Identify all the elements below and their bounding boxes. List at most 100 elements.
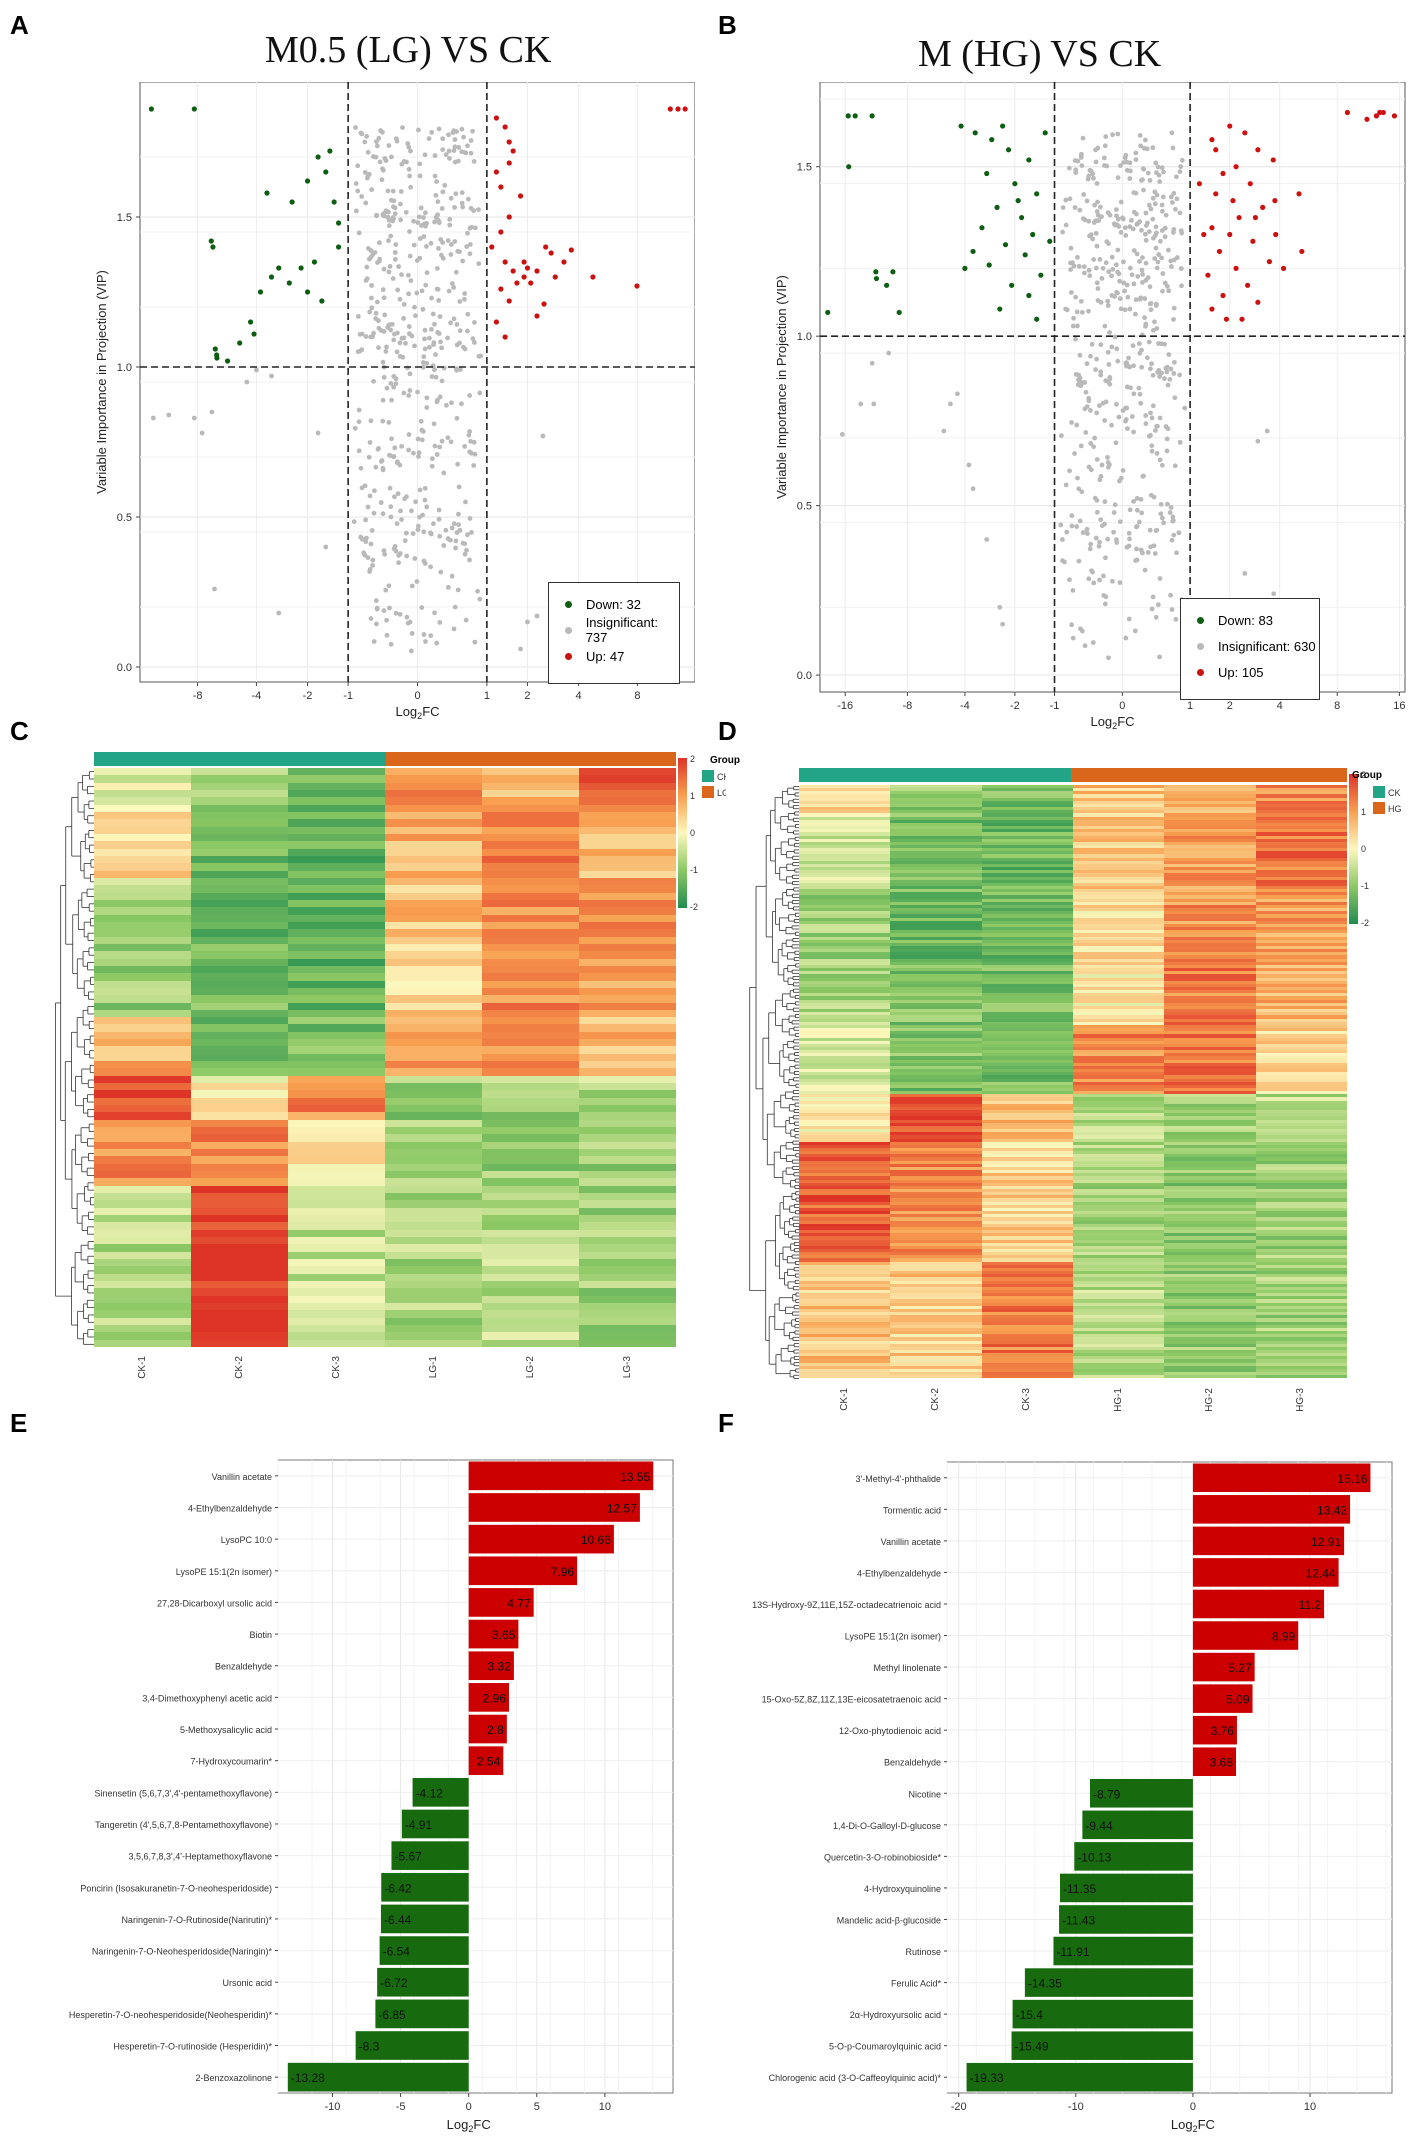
volcano-plot-b: 0.00.51.01.5-16 -8 -4 -2 -1 0 1 2 4 8 16Log2FCVari…: [774, 82, 1406, 731]
heatmap-row: [799, 1091, 1347, 1095]
heatmap-cell: [288, 1185, 385, 1194]
heatmap-cell: [799, 1046, 891, 1051]
heatmap-cell: [1072, 1002, 1165, 1006]
insignificant-point: [369, 295, 374, 301]
heatmap-cell: [1164, 882, 1256, 886]
insignificant-point: [1157, 179, 1163, 184]
heatmap-cell: [191, 782, 288, 790]
insignificant-point: [390, 215, 396, 221]
heatmap-cell: [799, 1236, 891, 1240]
heatmap-cell: [482, 1317, 579, 1325]
insignificant-point: [1153, 160, 1159, 166]
heatmap-cell: [981, 955, 1073, 959]
insignificant-point: [1109, 273, 1114, 279]
category-label: Sinensetin (5,6,7,3',4'-pentamethoxyflav…: [94, 1788, 272, 1798]
down-point: [884, 282, 890, 288]
heatmap-cell: [482, 892, 579, 900]
y-tick-label: 1.0: [117, 362, 132, 374]
heatmap-cell: [1255, 1144, 1347, 1148]
heatmap-cell: [890, 1100, 982, 1104]
heatmap-cell: [890, 1160, 982, 1164]
insignificant-point: [254, 367, 259, 373]
heatmap-cell: [1164, 920, 1256, 924]
heatmap-cell: [385, 1280, 482, 1289]
heatmap-cell: [981, 829, 1073, 833]
heatmap-cell: [288, 1222, 385, 1230]
heatmap-cell: [890, 1018, 982, 1022]
heatmap-cell: [1164, 800, 1256, 804]
insignificant-point: [426, 344, 432, 350]
heatmap-cell: [1164, 1264, 1256, 1268]
heatmap-cell: [482, 987, 579, 996]
heatmap-cell: [1164, 813, 1256, 817]
heatmap-cell: [288, 1127, 385, 1135]
heatmap-cell: [981, 1315, 1073, 1319]
heatmap-cell: [799, 993, 891, 997]
insignificant-point: [407, 173, 413, 179]
legend-up: Up: 105: [1181, 659, 1319, 685]
heatmap-cell: [288, 1193, 385, 1201]
insignificant-point: [401, 390, 407, 396]
heatmap-cell: [385, 768, 482, 776]
insignificant-point: [1080, 216, 1086, 222]
heatmap-cell: [1255, 1009, 1347, 1013]
heatmap-cell: [799, 1053, 891, 1057]
bar: [355, 2031, 469, 2060]
heatmap-cell: [288, 936, 385, 944]
insignificant-point: [1070, 588, 1076, 593]
heatmap-cell: [1255, 800, 1347, 804]
heatmap-cell: [1072, 1321, 1165, 1325]
heatmap-cell: [385, 951, 482, 959]
heatmap-cell: [799, 1059, 891, 1063]
heatmap-cell: [981, 1372, 1073, 1376]
heatmap-cell: [1255, 1264, 1347, 1268]
heatmap-cell: [385, 1273, 482, 1281]
heatmap-cell: [1255, 920, 1347, 924]
heatmap-cell: [1164, 1245, 1256, 1249]
down-point: [264, 190, 270, 196]
heatmap-cell: [191, 995, 288, 1003]
up-point: [1252, 214, 1259, 221]
heatmap-cell: [890, 1179, 982, 1183]
insignificant-point: [389, 397, 394, 403]
heatmap-cell: [579, 1134, 676, 1142]
heatmap-cell: [981, 901, 1073, 905]
heatmap-cell: [981, 1106, 1073, 1111]
heatmap-cell: [981, 1075, 1073, 1079]
heatmap-cell: [981, 1280, 1073, 1284]
insignificant-point: [387, 452, 392, 458]
heatmap-row: [799, 898, 1347, 902]
heatmap-row: [799, 980, 1347, 984]
heatmap-cell: [94, 1229, 191, 1237]
heatmap-c-color-scale: 210-1-2CKLG: [678, 754, 726, 912]
heatmap-cell: [385, 1302, 482, 1311]
heatmap-cell: [890, 1255, 982, 1259]
heatmap-cell: [385, 804, 482, 812]
heatmap-cell: [981, 914, 1073, 918]
heatmap-cell: [94, 811, 191, 820]
heatmap-cell: [1255, 1318, 1347, 1322]
heatmap-cell: [1164, 1037, 1256, 1041]
insignificant-point: [954, 391, 960, 397]
insignificant-point: [386, 143, 392, 148]
down-point: [268, 274, 275, 280]
heatmap-cell: [1255, 1103, 1347, 1107]
down-point: [1002, 242, 1009, 248]
up-point: [534, 268, 540, 274]
heatmap-cell: [799, 1034, 891, 1038]
heatmap-cell: [579, 877, 676, 886]
up-point: [498, 229, 504, 235]
heatmap-cell: [385, 1339, 482, 1347]
insignificant-point: [443, 152, 449, 157]
heatmap-cell: [1072, 1353, 1165, 1357]
heatmap-cell: [191, 1156, 288, 1164]
heatmap-row: [799, 927, 1347, 931]
category-label: Hesperetin-7-O-rutinoside (Hesperidin)*: [113, 2042, 272, 2052]
bar: [468, 1556, 578, 1586]
heatmap-cell: [1164, 1176, 1256, 1180]
down-point: [958, 123, 964, 129]
down-point: [1030, 231, 1036, 238]
heatmap-cell: [1164, 996, 1256, 1000]
insignificant-point: [437, 533, 443, 539]
